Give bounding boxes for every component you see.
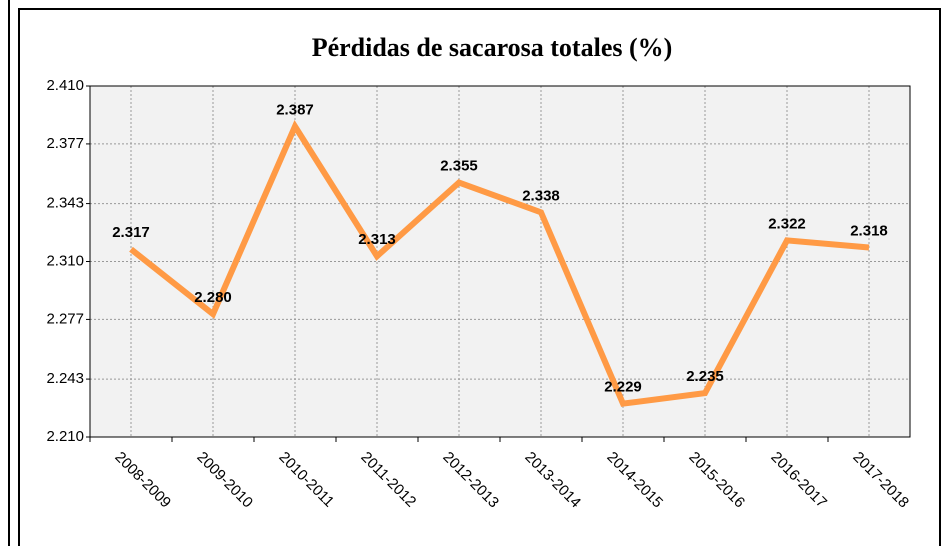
y-tick-label: 2.410 — [46, 77, 84, 94]
data-label: 2.235 — [686, 368, 724, 385]
y-tick-label: 2.243 — [46, 370, 84, 387]
y-tick-label: 2.377 — [46, 135, 84, 152]
data-label: 2.322 — [768, 215, 806, 232]
series-line — [129, 119, 870, 407]
data-label: 2.317 — [112, 224, 150, 241]
data-label: 2.280 — [194, 289, 232, 306]
y-tick-label: 2.277 — [46, 310, 84, 327]
data-label: 2.229 — [604, 379, 642, 396]
y-tick-label: 2.310 — [46, 252, 84, 269]
y-tick-label: 2.210 — [46, 428, 84, 445]
data-label: 2.387 — [276, 101, 314, 118]
data-label: 2.313 — [358, 231, 396, 248]
chart-title: Pérdidas de sacarosa totales (%) — [312, 33, 673, 62]
data-label: 2.338 — [522, 187, 560, 204]
data-label: 2.318 — [850, 222, 888, 239]
plot-border — [89, 85, 911, 438]
y-tick-label: 2.343 — [46, 195, 84, 212]
data-label: 2.355 — [440, 157, 478, 174]
